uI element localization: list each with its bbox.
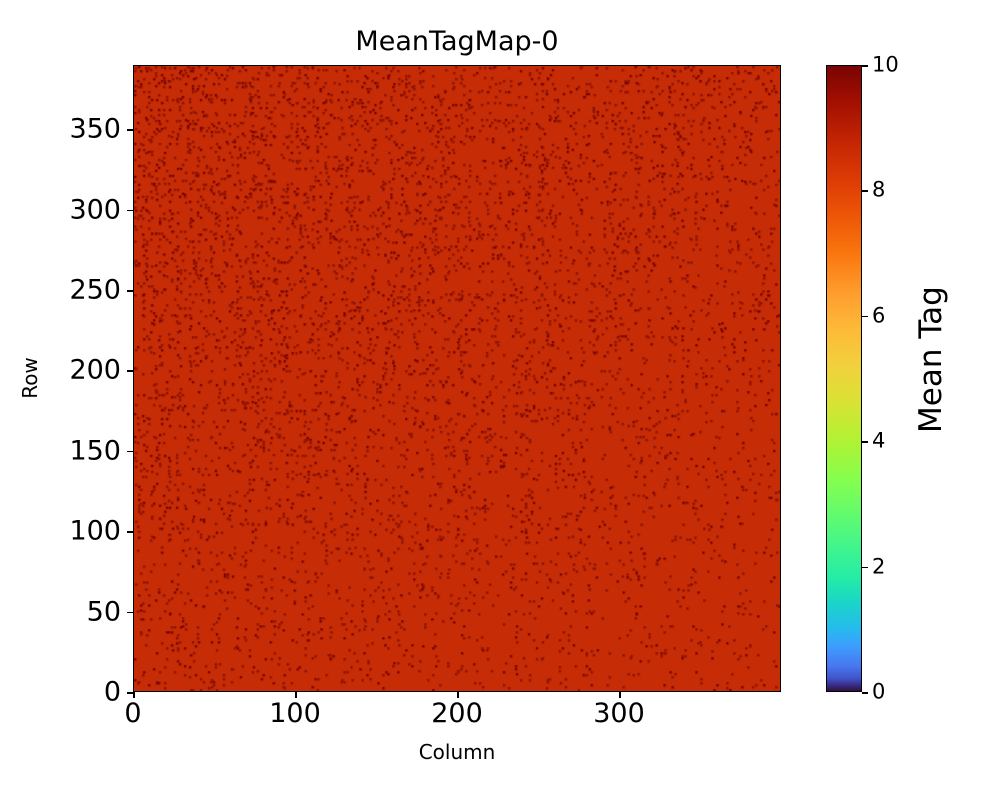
x-tick-label: 0 bbox=[124, 698, 142, 729]
x-tick-mark bbox=[619, 692, 621, 698]
colorbar-tick-label: 2 bbox=[872, 554, 886, 579]
y-tick-label: 350 bbox=[69, 113, 121, 145]
y-tick-label: 300 bbox=[69, 194, 121, 226]
y-tick-mark bbox=[127, 290, 133, 292]
y-tick-mark bbox=[127, 611, 133, 614]
y-tick-label: 100 bbox=[69, 515, 121, 547]
y-tick-mark bbox=[127, 209, 133, 212]
colorbar[interactable]: 0 2 4 6 8 10 bbox=[826, 54, 899, 702]
colorbar-label: Mean Tag bbox=[913, 286, 949, 433]
x-tick-label: 100 bbox=[269, 698, 321, 729]
x-axis-label: Column bbox=[418, 740, 496, 764]
x-tick-mark bbox=[295, 692, 297, 698]
colorbar-tick-mark bbox=[862, 441, 868, 443]
y-tick-mark bbox=[127, 129, 133, 131]
colorbar-tick-label: 8 bbox=[872, 177, 886, 202]
colorbar-tick-mark bbox=[862, 566, 868, 569]
y-tick-label: 250 bbox=[69, 274, 121, 306]
y-tick-label: 0 bbox=[103, 676, 121, 708]
colorbar-tick-label: 10 bbox=[872, 52, 899, 77]
colorbar-tick-mark bbox=[862, 692, 868, 694]
colorbar-tick-mark bbox=[862, 190, 868, 192]
heatmap-image bbox=[134, 66, 780, 691]
colorbar-tick-label: 4 bbox=[872, 428, 886, 453]
x-tick-mark bbox=[457, 692, 459, 698]
colorbar-tick-mark bbox=[862, 315, 868, 318]
colorbar-tick-label: 6 bbox=[872, 303, 886, 328]
y-tick-mark bbox=[127, 692, 133, 694]
x-tick-label: 300 bbox=[593, 698, 645, 729]
heatmap-plot-area[interactable] bbox=[133, 65, 781, 692]
y-tick-mark bbox=[127, 370, 133, 373]
y-tick-mark bbox=[127, 450, 133, 453]
y-tick-mark bbox=[127, 531, 133, 533]
x-tick-mark bbox=[133, 692, 135, 698]
y-tick-label: 200 bbox=[69, 354, 121, 386]
y-tick-label: 50 bbox=[86, 596, 121, 628]
colorbar-gradient bbox=[826, 65, 862, 692]
colorbar-tick-label: 0 bbox=[872, 679, 886, 704]
colorbar-tick-mark bbox=[862, 65, 868, 67]
y-axis-label: Row bbox=[18, 357, 42, 399]
page-title: MeanTagMap-0 bbox=[355, 26, 559, 57]
y-tick-label: 150 bbox=[69, 435, 121, 467]
x-tick-label: 200 bbox=[431, 698, 483, 729]
